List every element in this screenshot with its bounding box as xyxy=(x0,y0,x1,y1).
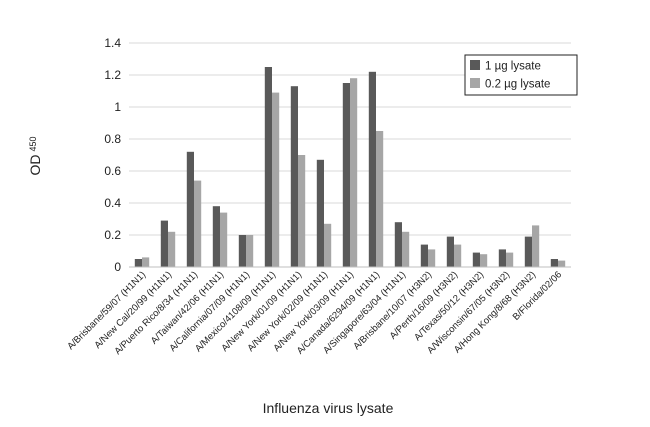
legend-swatch-series-2 xyxy=(470,78,480,88)
bar-series-1 xyxy=(264,67,272,267)
bar-series-2 xyxy=(246,235,254,267)
legend-label-series-2: 0.2 µg lysate xyxy=(485,79,550,91)
bar-series-2 xyxy=(272,92,280,267)
bar-series-2 xyxy=(480,254,488,267)
bar-series-2 xyxy=(298,155,306,267)
y-axis-title: OD 450 xyxy=(27,136,43,175)
bar-series-2 xyxy=(142,257,150,267)
y-tick-label: 1.2 xyxy=(104,68,121,82)
y-tick-label: 0.4 xyxy=(104,196,121,210)
y-tick-label: 1 xyxy=(114,100,121,114)
bar-series-2 xyxy=(220,212,228,267)
legend-swatch-series-1 xyxy=(470,60,480,70)
bar-series-2 xyxy=(168,231,176,267)
y-tick-label: 0.6 xyxy=(104,164,121,178)
y-axis-title-sub: 450 xyxy=(28,136,38,151)
bar-series-2 xyxy=(324,223,332,267)
legend-box xyxy=(464,54,578,96)
bar-series-2 xyxy=(454,244,462,267)
y-tick-label: 0.2 xyxy=(104,228,121,242)
bar-series-2 xyxy=(506,252,514,267)
bar-series-2 xyxy=(558,260,566,267)
bar-series-2 xyxy=(428,249,436,267)
bar-series-1 xyxy=(290,86,298,267)
y-axis-title-main: OD xyxy=(27,155,43,176)
bar-series-1 xyxy=(472,252,480,267)
legend-label-series-1: 1 µg lysate xyxy=(485,61,541,73)
bars xyxy=(134,67,566,267)
x-axis-categories: A/Brisbane/59/07 (H1N1)A/New Cal/20/99 (… xyxy=(65,269,564,357)
y-tick-label: 0.8 xyxy=(104,132,121,146)
bar-series-1 xyxy=(498,249,506,267)
bar-series-1 xyxy=(394,222,402,267)
bar-series-1 xyxy=(186,151,194,267)
y-axis-ticks: 0 0.2 0.4 0.6 0.8 1 1.2 1.4 xyxy=(104,36,121,274)
bar-series-1 xyxy=(550,259,558,267)
bar-series-2 xyxy=(532,225,540,267)
bar-series-1 xyxy=(160,220,168,267)
bar-series-1 xyxy=(212,206,220,267)
bar-series-2 xyxy=(402,231,410,267)
bar-series-1 xyxy=(368,71,376,267)
x-axis-title: Influenza virus lysate xyxy=(263,400,394,416)
y-tick-label: 1.4 xyxy=(104,36,121,50)
bar-series-2 xyxy=(376,131,384,267)
bar-series-1 xyxy=(134,259,142,267)
bar-series-1 xyxy=(342,83,350,267)
bar-series-1 xyxy=(446,236,454,267)
y-tick-label: 0 xyxy=(114,260,121,274)
bar-series-1 xyxy=(420,244,428,267)
bar-series-1 xyxy=(316,159,324,267)
bar-series-2 xyxy=(194,180,202,267)
bar-series-1 xyxy=(524,236,532,267)
bar-series-2 xyxy=(350,78,358,267)
bar-series-1 xyxy=(238,235,246,267)
legend: 1 µg lysate 0.2 µg lysate xyxy=(464,54,578,96)
